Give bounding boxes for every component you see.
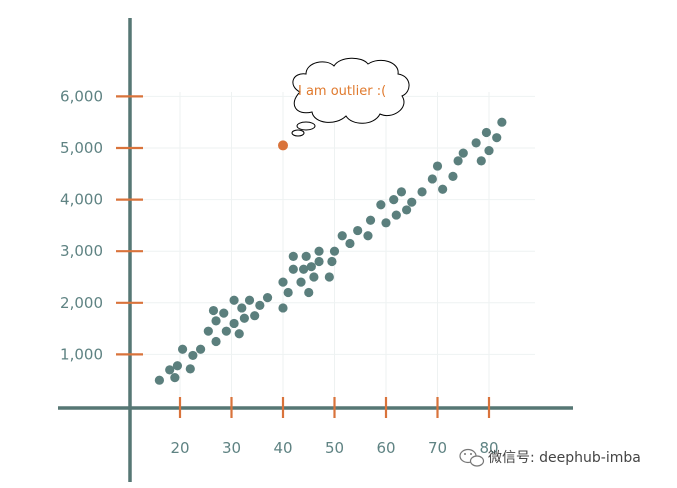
data-point — [306, 262, 316, 272]
y-tick-label: 5,000 — [60, 139, 103, 157]
data-point — [296, 277, 306, 287]
data-point — [170, 373, 180, 383]
data-point — [185, 364, 195, 374]
data-point — [453, 156, 463, 166]
data-point — [165, 365, 175, 375]
data-point — [250, 311, 260, 321]
data-point — [255, 300, 265, 310]
outlier-annotation: I am outlier :( — [298, 84, 386, 99]
data-point — [299, 264, 309, 274]
data-point — [203, 326, 213, 336]
y-tick-label: 2,000 — [60, 294, 103, 312]
data-point — [177, 344, 188, 354]
data-point — [208, 305, 219, 316]
data-point — [417, 187, 427, 197]
data-point — [229, 318, 239, 329]
x-tick-label: 40 — [273, 439, 292, 457]
data-point — [391, 210, 401, 220]
annotation-cloud: I am outlier :( — [291, 57, 410, 137]
data-point — [172, 361, 183, 371]
outlier-point — [278, 140, 288, 151]
watermark-text: 微信号: deephub-imba — [488, 450, 641, 466]
data-point — [244, 295, 255, 305]
x-tick-label: 80 — [479, 439, 498, 457]
data-point — [376, 200, 386, 210]
wechat-icon — [459, 448, 485, 467]
data-point — [314, 246, 324, 256]
data-point — [497, 117, 507, 127]
y-tick-label: 4,000 — [60, 191, 103, 209]
data-point — [288, 251, 298, 261]
x-tick-label: 20 — [170, 439, 189, 457]
data-point — [211, 336, 221, 347]
x-tick-label: 50 — [325, 439, 344, 457]
data-point — [327, 256, 337, 267]
data-point — [458, 148, 468, 158]
y-tick-label: 1,000 — [60, 345, 103, 363]
x-tick-label: 60 — [376, 439, 395, 457]
data-point — [221, 326, 231, 336]
data-point — [283, 287, 293, 298]
data-points — [154, 117, 507, 385]
data-point — [407, 197, 417, 207]
data-point — [278, 277, 288, 287]
data-point — [448, 171, 458, 181]
data-point — [476, 156, 486, 166]
data-point — [309, 272, 319, 282]
data-point — [492, 133, 502, 143]
data-point — [262, 293, 273, 303]
data-point — [381, 218, 391, 228]
data-point — [237, 303, 247, 313]
data-point — [363, 231, 373, 241]
data-point — [481, 127, 492, 138]
data-point — [432, 161, 443, 171]
data-point — [324, 272, 334, 282]
data-point — [278, 303, 288, 313]
data-point — [288, 264, 298, 274]
data-point — [471, 138, 481, 148]
data-point — [211, 316, 221, 326]
data-point — [329, 246, 340, 256]
x-tick-label: 70 — [428, 439, 447, 457]
watermark: 微信号: deephub-imba — [459, 448, 641, 467]
data-point — [314, 256, 324, 267]
data-point — [154, 375, 164, 385]
y-tick-label: 3,000 — [60, 242, 103, 260]
data-point — [188, 350, 198, 361]
data-point — [396, 187, 407, 197]
data-point — [196, 344, 206, 354]
data-point — [219, 308, 229, 318]
y-tick-label: 6,000 — [60, 87, 103, 105]
data-point — [345, 238, 355, 249]
data-point — [427, 174, 437, 184]
data-point — [353, 225, 363, 236]
data-point — [301, 251, 311, 261]
x-tick-label: 30 — [222, 439, 241, 457]
axis-ticks: 20 30 40 50 60 70 80 1,000 2,000 3,000 4,000 5,000 6… — [60, 87, 499, 457]
data-point — [304, 287, 314, 298]
data-point — [229, 295, 239, 305]
data-point — [484, 145, 494, 156]
data-point — [389, 195, 399, 205]
data-point — [337, 231, 347, 241]
data-point — [234, 329, 244, 339]
data-point — [239, 313, 249, 323]
data-point — [438, 184, 448, 194]
data-point — [402, 205, 412, 215]
data-point — [365, 215, 376, 225]
